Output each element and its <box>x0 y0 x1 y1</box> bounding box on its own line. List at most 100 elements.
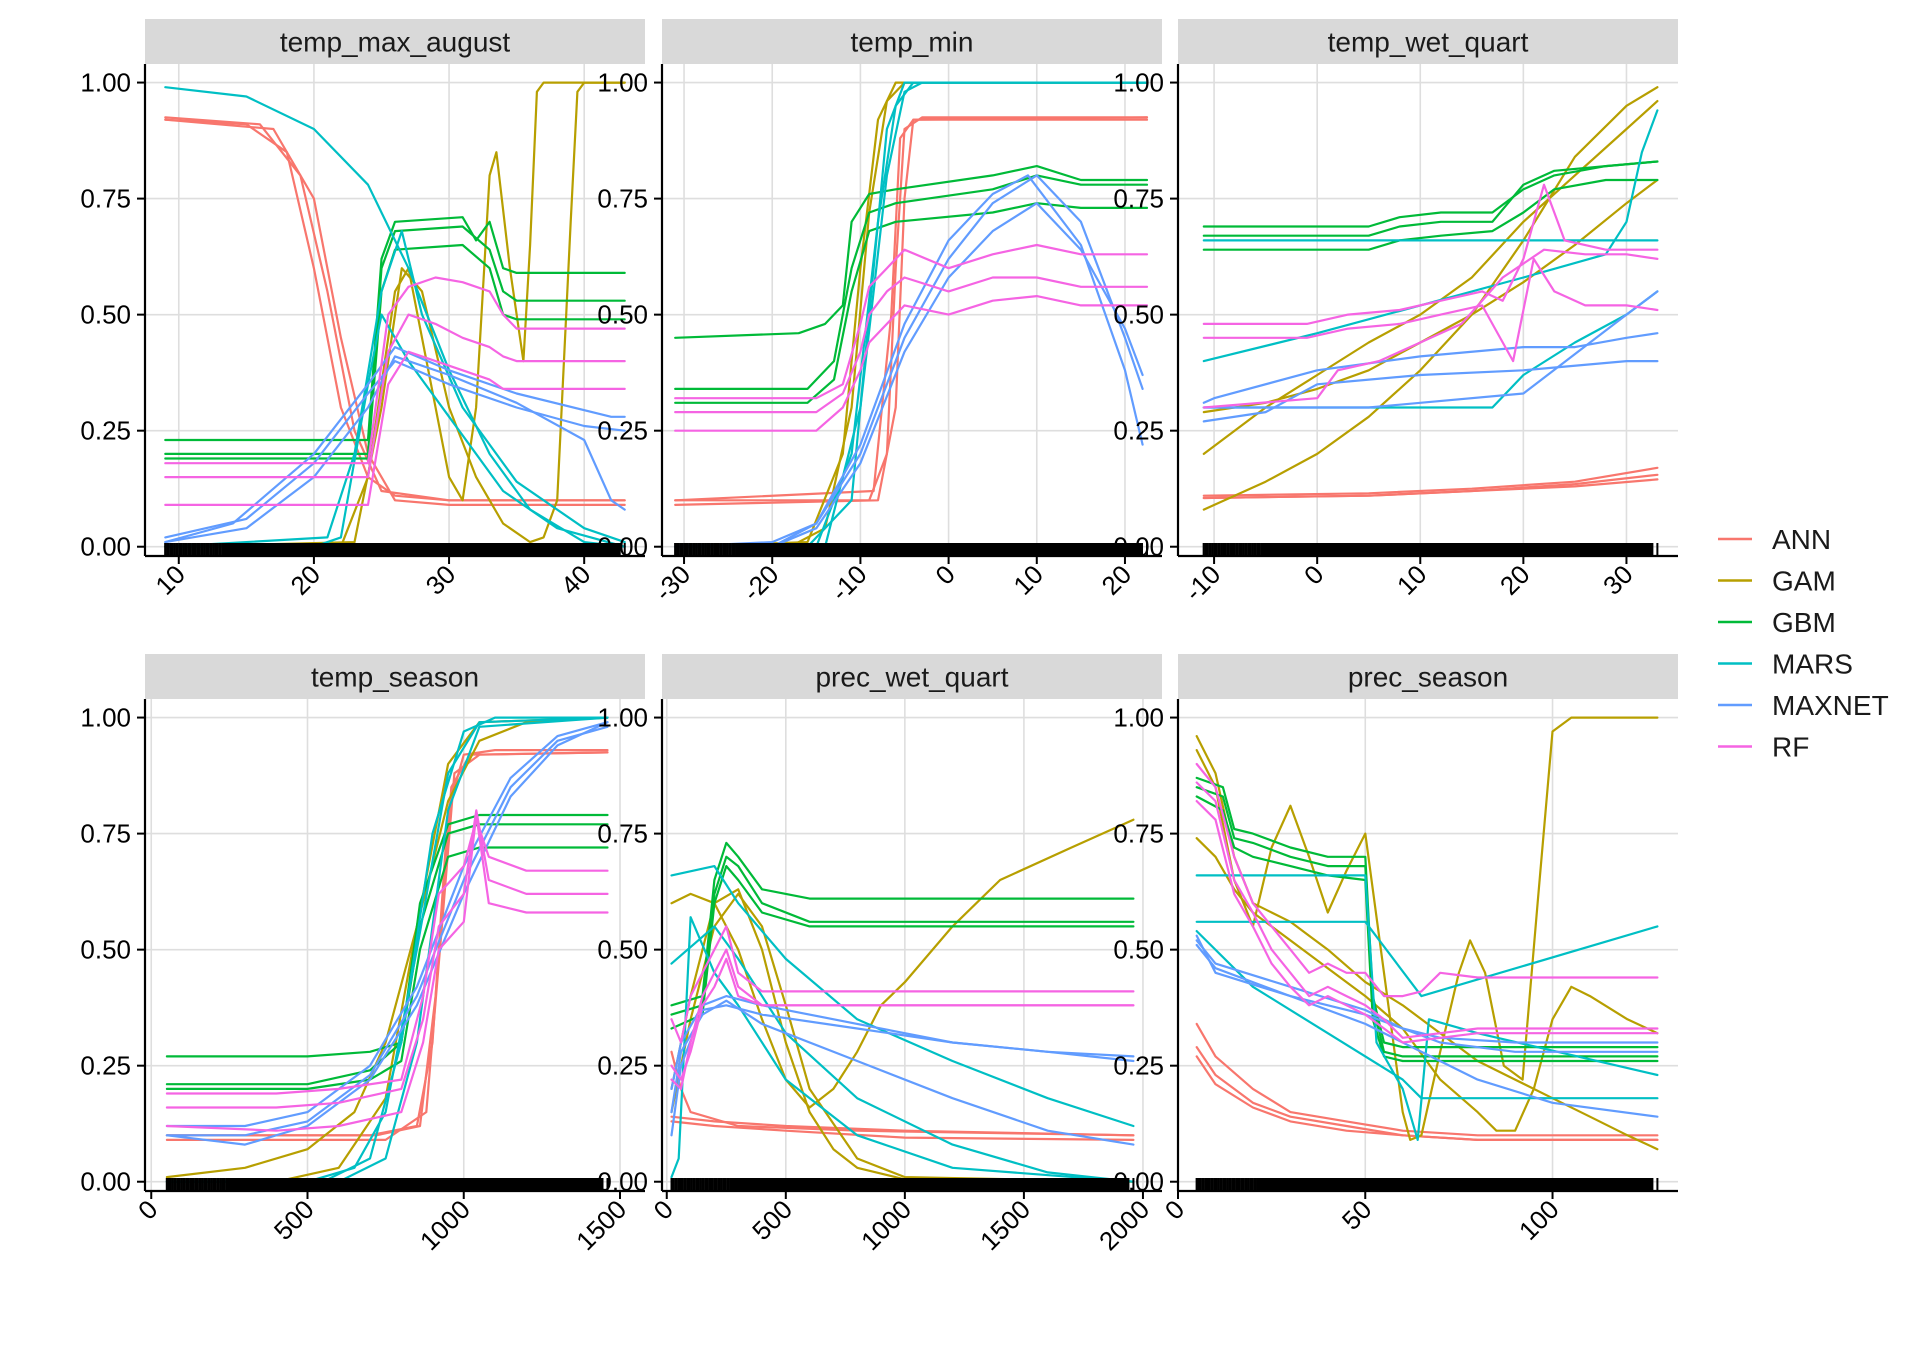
x-tick-label: -10 <box>1179 559 1227 607</box>
series-line-gam <box>164 81 626 548</box>
series-line-gam <box>1202 178 1659 414</box>
x-tick-label: 20 <box>284 559 326 601</box>
series-group <box>164 81 626 548</box>
legend-label-ann: ANN <box>1772 524 1831 555</box>
series-line-rf <box>674 276 1149 414</box>
rug-marks <box>674 543 1149 556</box>
series-line-maxnet <box>1195 943 1659 1118</box>
series-line-rf <box>165 818 609 1095</box>
rug-block <box>225 543 621 556</box>
series-line-gbm <box>1195 795 1659 1063</box>
series-line-maxnet <box>1202 290 1659 409</box>
series-line-mars <box>1202 290 1659 409</box>
series-group <box>670 818 1135 1183</box>
legend-label-mars: MARS <box>1772 649 1853 680</box>
series-line-rf <box>1202 248 1659 409</box>
y-tick-label: 0.25 <box>1113 1051 1164 1081</box>
series-line-gbm <box>1202 160 1659 228</box>
y-tick-label: 0.00 <box>597 1167 648 1197</box>
x-tick-label: 10 <box>149 559 191 601</box>
strip-label: prec_season <box>1348 662 1508 693</box>
y-tick-label: 1.00 <box>80 703 131 733</box>
series-line-rf <box>670 948 1135 1090</box>
x-tick-label: 1500 <box>570 1194 632 1256</box>
series-line-maxnet <box>674 202 1144 548</box>
series-line-rf <box>1195 781 1659 1039</box>
x-tick-label: 0 <box>1159 1194 1190 1225</box>
series-line-mars <box>670 925 1135 1183</box>
y-tick-label: 0.50 <box>597 935 648 965</box>
y-tick-label: 0.75 <box>80 184 131 214</box>
rug-block <box>1256 1178 1654 1191</box>
y-tick-label: 0.50 <box>80 935 131 965</box>
y-tick-label: 0.75 <box>1113 184 1164 214</box>
x-tick-label: 1000 <box>855 1194 917 1256</box>
y-tick-label: 0.50 <box>597 300 648 330</box>
series-line-rf <box>670 925 1135 1044</box>
y-tick-label: 1.00 <box>80 68 131 98</box>
series-line-ann <box>1202 478 1659 500</box>
y-tick-label: 0.00 <box>80 532 131 562</box>
x-tick-label: 1500 <box>974 1194 1036 1256</box>
series-group <box>1195 716 1659 1151</box>
series-line-gbm <box>674 165 1149 339</box>
series-line-maxnet <box>670 1004 1135 1137</box>
rug-block <box>226 1178 604 1191</box>
series-line-gbm <box>670 841 1135 1007</box>
rug-block <box>1263 543 1654 556</box>
legend-label-gam: GAM <box>1772 566 1836 597</box>
series-line-ann <box>165 751 609 1137</box>
rug-marks <box>1195 1178 1659 1191</box>
series-line-rf <box>165 813 609 1132</box>
rug-marks <box>1202 543 1659 556</box>
strip-label: temp_min <box>851 27 974 58</box>
series-line-mars <box>1195 920 1659 998</box>
series-line-rf <box>165 809 609 1109</box>
rug-block <box>731 1178 1130 1191</box>
x-tick-label: 0 <box>132 1194 163 1225</box>
x-tick-label: 20 <box>1494 559 1536 601</box>
rug-marks <box>164 543 626 556</box>
series-line-gbm <box>674 202 1149 404</box>
y-tick-label: 0.25 <box>597 416 648 446</box>
y-tick-label: 0.75 <box>597 184 648 214</box>
panel-temp-max-august: temp_max_august 0.00 0.25 0.50 0.75 1.00 10 20 3… <box>80 19 645 601</box>
series-line-rf <box>1202 257 1659 363</box>
series-line-rf <box>670 957 1135 1081</box>
series-line-gbm <box>1195 786 1659 1058</box>
panel-temp-wet-quart: temp_wet_quart 0.00 0.25 0.50 0.75 1.00 -10 0 10… <box>1113 19 1678 607</box>
y-tick-label: 0.25 <box>597 1051 648 1081</box>
series-line-ann <box>164 116 626 502</box>
series-line-maxnet <box>165 725 609 1137</box>
strip-label: prec_wet_quart <box>815 662 1008 693</box>
series-line-mars <box>164 230 626 548</box>
y-tick-label: 1.00 <box>1113 703 1164 733</box>
series-line-gbm <box>1202 178 1659 251</box>
strip-background <box>662 654 1162 699</box>
x-tick-label: 20 <box>1096 559 1138 601</box>
x-tick-label: 0 <box>1298 559 1329 590</box>
y-tick-label: 1.00 <box>1113 68 1164 98</box>
series-line-gam <box>674 81 1149 548</box>
series-line-gbm <box>670 865 1135 1030</box>
series-line-rf <box>1195 762 1659 998</box>
series-line-gam <box>1195 735 1659 1151</box>
strip-background <box>662 19 1162 64</box>
y-tick-label: 0.50 <box>1113 300 1164 330</box>
series-line-maxnet <box>165 721 609 1146</box>
x-tick-label: -20 <box>737 559 785 607</box>
series-line-gbm <box>1195 776 1659 1049</box>
strip-label: temp_wet_quart <box>1328 27 1529 58</box>
series-line-gbm <box>164 243 626 460</box>
series-group <box>1202 86 1659 511</box>
y-tick-label: 0.75 <box>597 819 648 849</box>
x-tick-label: 10 <box>1391 559 1433 601</box>
x-tick-label: 50 <box>1336 1194 1378 1236</box>
rug-marks <box>670 1178 1135 1191</box>
rug-block <box>735 543 1144 556</box>
series-line-mars <box>1195 874 1659 1141</box>
series-line-gam <box>1202 100 1659 455</box>
series-line-ann <box>165 749 609 1137</box>
